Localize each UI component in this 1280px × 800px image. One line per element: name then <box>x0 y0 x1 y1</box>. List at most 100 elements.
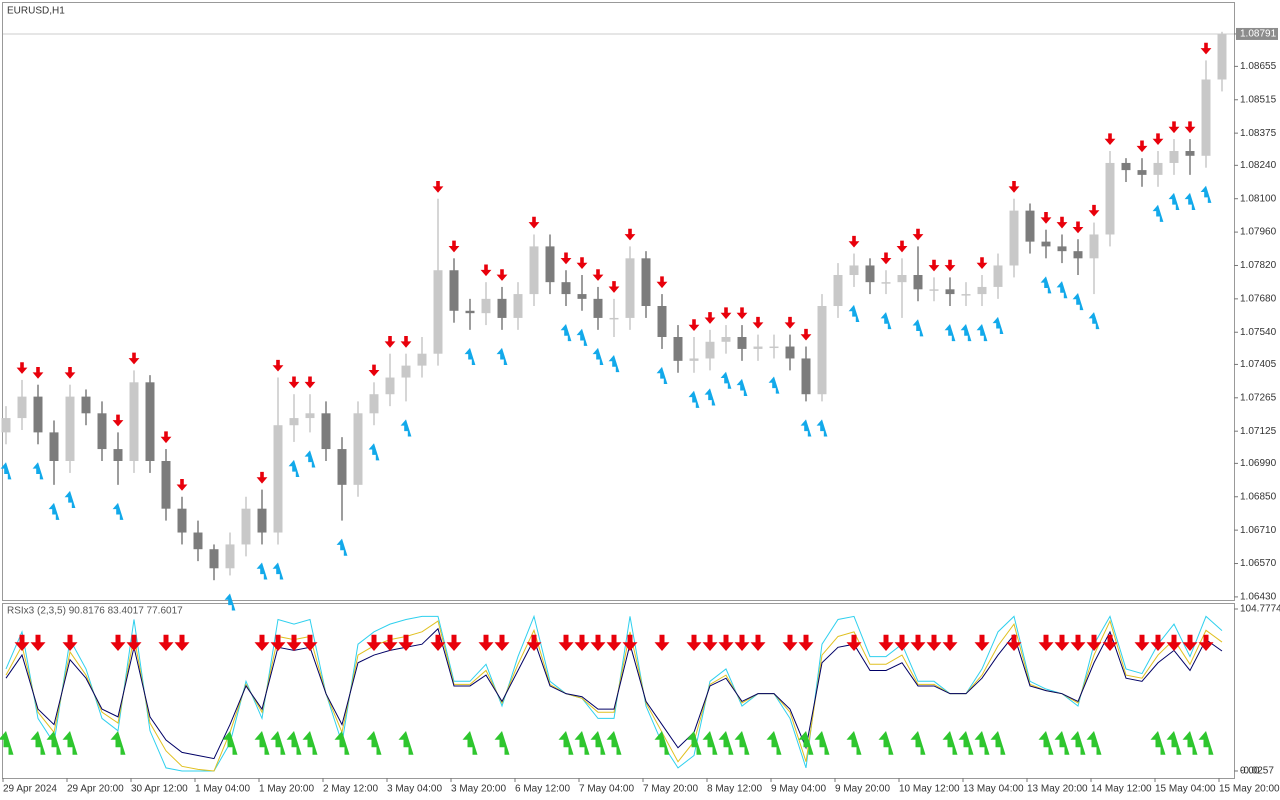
candle-body <box>241 508 251 545</box>
buy-arrow <box>62 731 78 755</box>
sell-arrow <box>912 228 924 241</box>
sell-arrow <box>270 634 286 651</box>
sell-arrow <box>1102 634 1118 651</box>
buy-arrow <box>464 347 476 365</box>
sell-arrow <box>1086 634 1102 651</box>
buy-arrow <box>462 731 478 755</box>
buy-arrow <box>1150 731 1166 755</box>
sell-arrow <box>1136 140 1148 153</box>
candle-body <box>257 508 267 533</box>
price-label-bg <box>1236 27 1278 40</box>
y-tick-label: 1.06850 <box>1240 491 1277 502</box>
symbol-title: EURUSD,H1 <box>7 6 65 17</box>
candle-body <box>17 396 27 419</box>
buy-arrow <box>1040 276 1052 294</box>
buy-arrow <box>718 731 734 755</box>
buy-arrow <box>990 731 1006 755</box>
sell-arrow <box>446 634 462 651</box>
candle-body <box>65 396 75 461</box>
candle-body <box>817 306 827 395</box>
sell-arrow <box>560 252 572 265</box>
buy-arrow <box>1056 281 1068 299</box>
sell-arrow <box>1104 133 1116 146</box>
sell-arrow <box>1088 204 1100 217</box>
sell-arrow <box>400 335 412 348</box>
y-tick-label: 104.7774 <box>1240 604 1280 615</box>
x-tick-label: 29 Apr 2024 <box>3 784 57 795</box>
candle-body <box>753 346 763 349</box>
y-tick-label: 1.06570 <box>1240 558 1277 569</box>
x-tick-label: 2 May 12:00 <box>323 784 378 795</box>
sell-arrow <box>622 634 638 651</box>
buy-arrow <box>1198 731 1214 755</box>
main-panel <box>2 2 1235 601</box>
buy-arrow <box>494 731 510 755</box>
sell-arrow <box>784 316 796 329</box>
x-tick-label: 8 May 12:00 <box>707 784 762 795</box>
buy-arrow <box>1072 293 1084 311</box>
candle-body <box>289 418 299 426</box>
y-tick-label: 1.06710 <box>1240 525 1277 536</box>
sell-arrow <box>526 634 542 651</box>
y-tick-label: 1.07265 <box>1240 392 1277 403</box>
candle-body <box>1105 162 1115 235</box>
buy-arrow <box>592 347 604 365</box>
x-tick-label: 7 May 04:00 <box>579 784 634 795</box>
x-tick-label: 1 May 04:00 <box>195 784 250 795</box>
rsi-line <box>5 627 1223 760</box>
candle-body <box>545 246 555 283</box>
buy-arrow <box>1152 204 1164 222</box>
sell-arrow <box>1198 634 1214 651</box>
candle-body <box>1201 79 1211 156</box>
x-tick-label: 1 May 20:00 <box>259 784 314 795</box>
sell-arrow <box>480 264 492 277</box>
sell-arrow <box>798 634 814 651</box>
sell-arrow <box>656 276 668 289</box>
buy-arrow <box>768 376 780 394</box>
sell-arrow <box>928 259 940 272</box>
candle-body <box>769 346 779 349</box>
buy-arrow <box>574 731 590 755</box>
sell-arrow <box>158 634 174 651</box>
sell-arrow <box>1168 121 1180 134</box>
sell-arrow <box>64 366 76 379</box>
buy-arrow <box>398 731 414 755</box>
sell-arrow <box>718 634 734 651</box>
sell-arrow <box>590 634 606 651</box>
sell-arrow <box>160 431 172 444</box>
candle-body <box>433 270 443 354</box>
sell-arrow <box>720 307 732 320</box>
y-tick-label: 1.08375 <box>1240 128 1277 139</box>
buy-arrow <box>224 593 236 611</box>
candle-body <box>33 396 43 433</box>
sell-arrow <box>750 634 766 651</box>
y-tick-label: 1.07680 <box>1240 293 1277 304</box>
buy-arrow <box>222 731 238 755</box>
sell-arrow <box>496 269 508 281</box>
buy-arrow <box>0 731 14 755</box>
sell-arrow <box>848 235 860 248</box>
candle-body <box>961 294 971 296</box>
sell-arrow <box>382 634 398 651</box>
sell-arrow <box>1072 221 1084 234</box>
sell-arrow <box>256 471 268 484</box>
sell-arrow <box>1008 181 1020 193</box>
candle-body <box>1153 162 1163 175</box>
y-tick-label: 1.07405 <box>1240 359 1277 370</box>
sell-arrow <box>654 634 670 651</box>
candle-body <box>1025 210 1035 242</box>
buy-arrow <box>702 731 718 755</box>
sell-arrow <box>478 634 494 651</box>
y-tick-label: 1.07540 <box>1240 327 1277 338</box>
sell-arrow <box>624 228 636 241</box>
candle-body <box>1041 241 1051 247</box>
x-tick-label: 3 May 20:00 <box>451 784 506 795</box>
x-tick-label: 13 May 20:00 <box>1027 784 1088 795</box>
sell-arrow <box>110 634 126 651</box>
buy-arrow <box>654 731 670 755</box>
buy-arrow <box>496 347 508 365</box>
buy-arrow <box>254 731 270 755</box>
sell-arrow <box>942 634 958 651</box>
sell-arrow <box>288 376 300 389</box>
